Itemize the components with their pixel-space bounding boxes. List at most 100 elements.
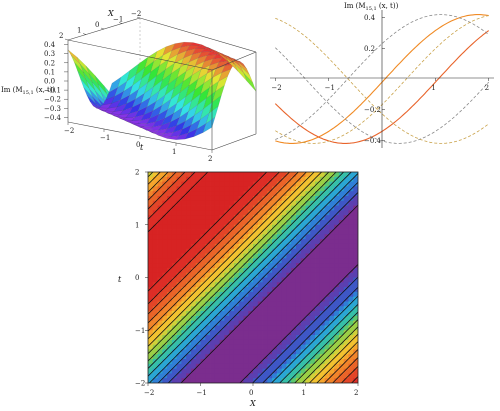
contour-cell	[319, 248, 325, 254]
contour-cell	[238, 210, 244, 216]
contour-cell	[229, 301, 235, 307]
contour-cell	[224, 330, 230, 336]
contour-cell	[224, 267, 230, 274]
contour-cell	[229, 368, 235, 374]
contour-cell	[248, 311, 254, 317]
contour-cell	[190, 205, 197, 211]
contour-cell	[181, 339, 187, 346]
contour-cell	[329, 239, 335, 245]
contour-cell	[291, 287, 297, 293]
contour-cell	[272, 373, 278, 379]
contour-cell	[257, 311, 263, 317]
contour-cell	[281, 325, 287, 331]
surface-x-tick	[64, 38, 69, 41]
contour-cell	[214, 272, 220, 278]
contour-cell	[229, 363, 235, 370]
contour-cell	[205, 349, 211, 355]
contour-cell	[238, 325, 244, 331]
contour-cell	[286, 210, 292, 216]
contour-line	[316, 341, 358, 383]
contour-cell	[190, 253, 197, 259]
contour-cell	[233, 258, 240, 264]
contour-cell	[214, 253, 220, 259]
contour-cell	[171, 234, 178, 240]
contour-cell	[315, 363, 321, 370]
contour-cell	[157, 263, 163, 269]
contour-cell	[171, 253, 178, 259]
contour-cell	[190, 291, 197, 298]
contour-cell	[305, 378, 311, 383]
contour-cell	[291, 248, 297, 254]
contour-cell	[162, 287, 168, 293]
contour-cell	[148, 354, 154, 360]
contour-cell	[233, 224, 240, 230]
contour-cell	[233, 311, 240, 317]
contour-cell	[200, 191, 206, 197]
contour-cell	[267, 186, 273, 192]
contour-cell	[281, 181, 287, 187]
contour-cell	[181, 210, 187, 216]
contour-cell	[238, 195, 244, 202]
contour-cell	[176, 368, 182, 374]
contour-cell	[157, 191, 163, 197]
contour-cell	[176, 378, 182, 383]
contour-cell	[224, 325, 230, 331]
contour-cell	[205, 339, 211, 346]
contour-line	[148, 172, 307, 332]
contour-cell	[195, 263, 201, 269]
contour-cell	[329, 378, 335, 383]
contour-cell	[348, 320, 354, 326]
contour-cell	[329, 349, 335, 355]
contour-cell	[281, 239, 287, 245]
contour-cell	[210, 287, 216, 293]
contour-cell	[272, 330, 278, 336]
contour-cell	[291, 378, 297, 383]
contour-cell	[229, 325, 235, 331]
contour-cell	[286, 306, 292, 312]
contour-cell	[181, 219, 187, 226]
contour-cell	[186, 181, 192, 187]
contour-cell	[238, 215, 244, 221]
contour-cell	[176, 258, 182, 264]
contour-cell	[281, 315, 287, 322]
contour-cell	[186, 363, 192, 370]
contour-cell	[329, 263, 335, 269]
contour-cell	[295, 248, 302, 254]
contour-cell	[253, 325, 259, 331]
surface-x-tick-label: 0	[95, 21, 99, 29]
contour-cell	[334, 301, 340, 307]
contour-cell	[148, 320, 154, 326]
contour-cell	[295, 306, 302, 312]
contour-cell	[286, 205, 292, 211]
contour-cell	[262, 325, 268, 331]
contour-cell	[224, 253, 230, 259]
contour-cell	[257, 349, 263, 355]
contour-cell	[348, 191, 354, 197]
contour-cell	[315, 320, 321, 326]
contour-cell	[176, 239, 182, 245]
contour-cell	[167, 315, 173, 322]
contour-cell	[276, 248, 283, 254]
contour-cell	[186, 234, 192, 240]
contour-cell	[319, 330, 325, 336]
contour-cell	[167, 320, 173, 326]
contour-cell	[200, 325, 206, 331]
contour-cell	[152, 339, 158, 346]
contour-cell	[262, 200, 268, 206]
contour-cell	[162, 248, 168, 254]
contour-cell	[176, 215, 182, 221]
contour-cell	[224, 191, 230, 197]
contour-cell	[181, 186, 187, 192]
contour-cell	[334, 229, 340, 235]
contour-cell	[176, 291, 182, 298]
contour-cell	[195, 330, 201, 336]
contour-cell	[300, 301, 306, 307]
contour-cell	[205, 296, 211, 302]
contour-cell	[315, 205, 321, 211]
contour-cell	[343, 277, 349, 283]
contour-cell	[167, 205, 173, 211]
contour-cell	[186, 359, 192, 365]
contour-cell	[315, 210, 321, 216]
contour-cell	[229, 354, 235, 360]
